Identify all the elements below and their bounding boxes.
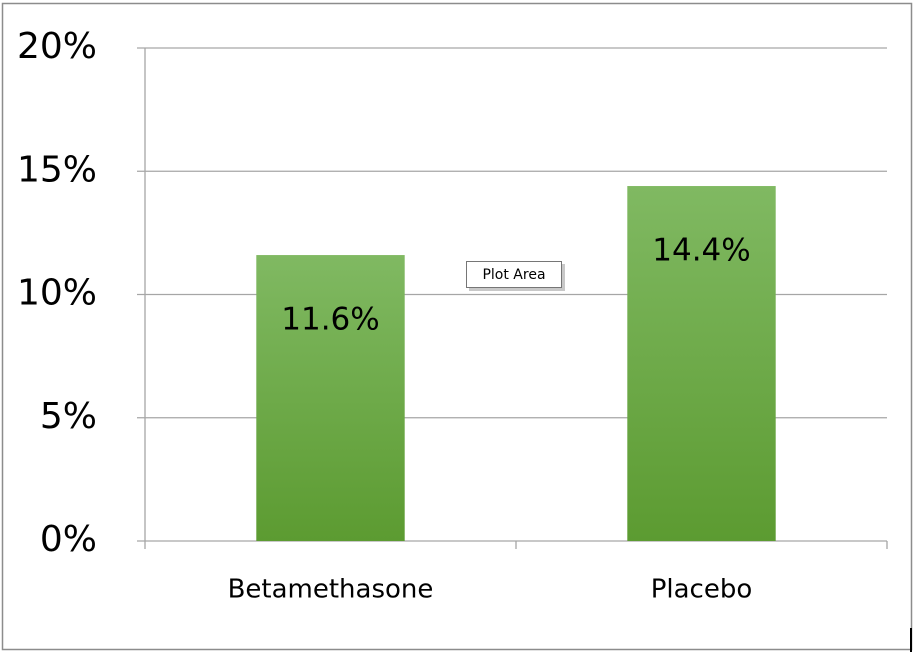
y-tick-label: 15% bbox=[17, 149, 97, 190]
bar bbox=[256, 255, 405, 541]
value-label: 11.6% bbox=[281, 302, 379, 338]
value-label: 14.4% bbox=[652, 233, 750, 269]
tooltip: Plot Area bbox=[466, 261, 565, 291]
x-tick-label: Placebo bbox=[651, 575, 753, 605]
bar bbox=[627, 186, 776, 542]
y-tick-label: 5% bbox=[40, 396, 97, 437]
y-tick-label: 10% bbox=[17, 273, 97, 314]
tooltip-box bbox=[466, 261, 562, 288]
y-tick-label: 20% bbox=[17, 26, 97, 67]
x-tick-label: Betamethasone bbox=[228, 575, 434, 605]
y-tick-label: 0% bbox=[40, 519, 97, 560]
tooltip-text: Plot Area bbox=[482, 267, 545, 283]
